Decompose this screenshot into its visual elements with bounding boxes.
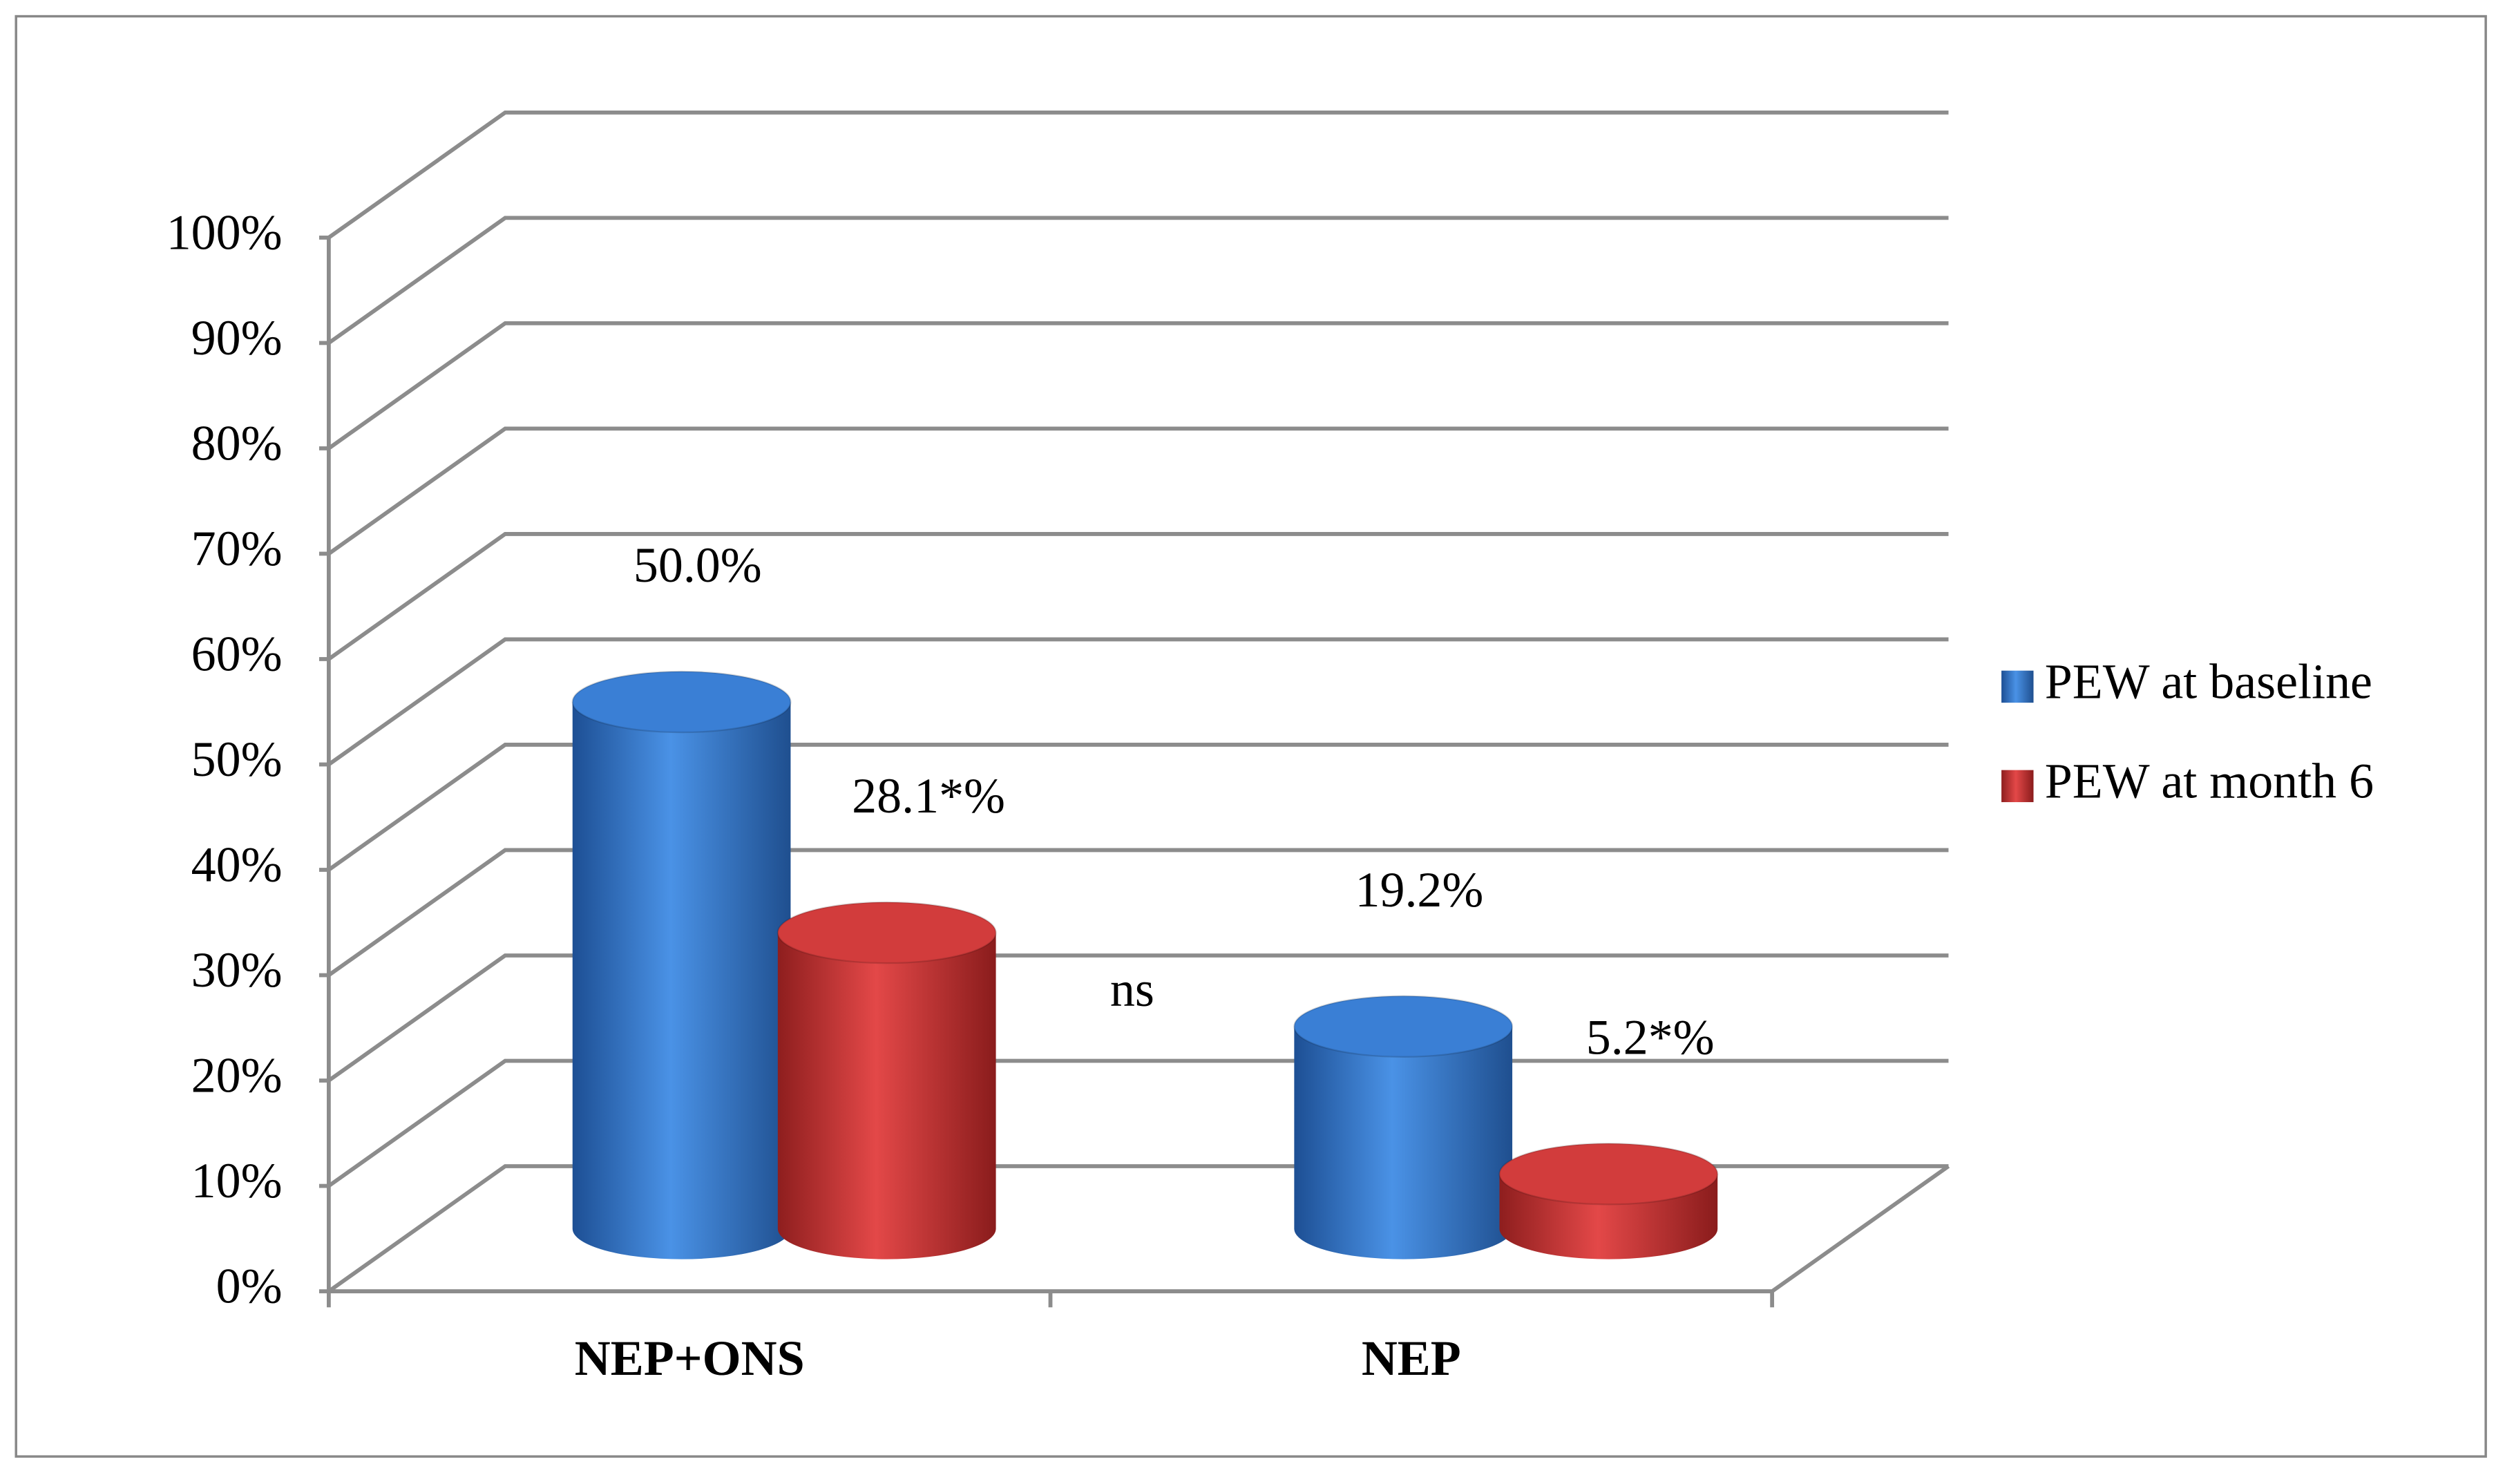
value-label: 19.2%	[1355, 862, 1483, 917]
grid-line	[327, 321, 1949, 450]
y-tick-label: 20%	[191, 1048, 283, 1103]
y-tick-label: 90%	[191, 310, 283, 365]
y-tick-label: 60%	[191, 627, 283, 682]
bar-top	[777, 901, 997, 964]
bar-top	[1293, 995, 1514, 1058]
y-tick-label: 30%	[191, 942, 283, 998]
grid-line	[327, 743, 1949, 872]
legend-swatch	[2001, 670, 2034, 703]
grid-line	[327, 848, 1949, 977]
legend-label: PEW at baseline	[2045, 654, 2372, 709]
y-tick-label: 70%	[191, 521, 283, 576]
y-tick-label: 0%	[216, 1259, 283, 1314]
value-label: 5.2*%	[1586, 1009, 1715, 1065]
grid-line	[327, 110, 1949, 240]
y-tick-label: 50%	[191, 732, 283, 787]
bar-top	[1498, 1142, 1719, 1206]
legend-swatch	[2001, 770, 2034, 803]
y-tick-label: 40%	[191, 837, 283, 893]
value-label: 50.0%	[634, 538, 762, 593]
y-tick-label: 80%	[191, 415, 283, 470]
annotation: ns	[1110, 962, 1154, 1017]
value-label: 28.1*%	[852, 768, 1005, 824]
x-tick-label: NEP+ONS	[575, 1331, 805, 1386]
y-tick-label: 100%	[166, 204, 283, 260]
grid-line	[327, 216, 1949, 345]
grid-line	[327, 532, 1949, 661]
grid-line	[327, 953, 1949, 1083]
bar	[1294, 1026, 1513, 1259]
y-tick-label: 10%	[191, 1153, 283, 1208]
bar	[777, 932, 996, 1259]
bar-top	[571, 670, 792, 734]
grid-line	[327, 426, 1949, 555]
x-tick-label: NEP	[1362, 1331, 1461, 1386]
legend-label: PEW at month 6	[2045, 753, 2374, 808]
grid-line	[327, 637, 1949, 766]
frame	[15, 15, 2487, 1458]
bar	[572, 701, 791, 1259]
